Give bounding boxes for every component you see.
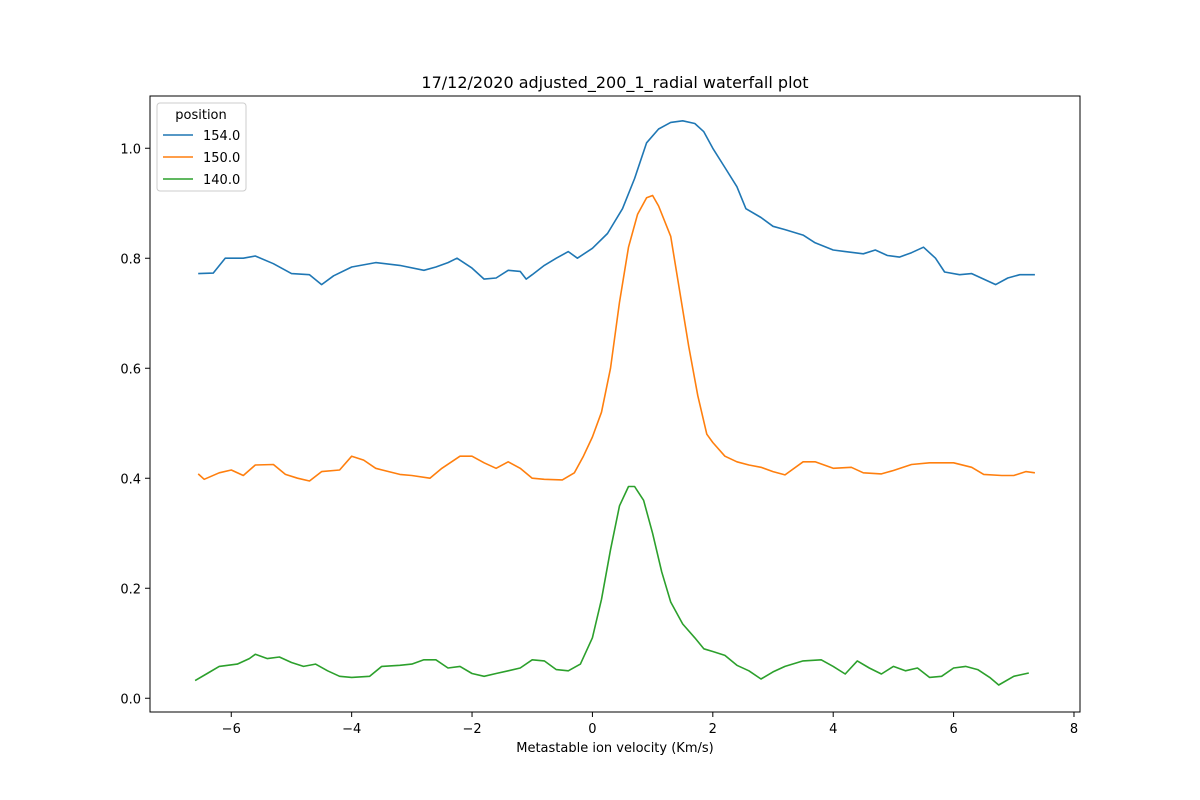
y-tick-label: 0.6 xyxy=(120,362,141,377)
x-tick-label: −4 xyxy=(342,722,361,737)
legend-label: 150.0 xyxy=(203,151,240,166)
y-tick-label: 0.2 xyxy=(120,582,141,597)
x-tick-label: 2 xyxy=(709,722,717,737)
x-tick-label: 0 xyxy=(588,722,596,737)
y-tick-label: 0.0 xyxy=(120,692,141,707)
x-tick-label: 8 xyxy=(1070,722,1078,737)
legend-label: 154.0 xyxy=(203,129,240,144)
x-axis-label: Metastable ion velocity (Km/s) xyxy=(516,741,713,756)
legend-frame xyxy=(156,102,247,192)
y-tick-label: 1.0 xyxy=(120,142,141,157)
series-layer xyxy=(194,120,1036,686)
chart-title: 17/12/2020 adjusted_200_1_radial waterfa… xyxy=(421,73,808,93)
series-line-2 xyxy=(194,485,1029,686)
x-axis: −6 −4 −2 0 2 4 6 8 xyxy=(222,712,1078,737)
y-axis: 0.0 0.2 0.4 0.6 0.8 1.0 xyxy=(120,142,150,707)
legend-entries: 154.0 150.0 140.0 xyxy=(163,129,240,188)
y-tick-label: 0.4 xyxy=(120,472,141,487)
legend: position 154.0 150.0 140.0 xyxy=(156,102,247,192)
y-tick-label: 0.8 xyxy=(120,252,141,267)
plot-area xyxy=(149,95,1081,713)
series-line-1 xyxy=(197,194,1036,482)
x-tick-label: −2 xyxy=(462,722,481,737)
x-tick-label: −6 xyxy=(222,722,241,737)
series-line-0 xyxy=(198,120,1035,286)
legend-title: position xyxy=(175,108,227,123)
legend-label: 140.0 xyxy=(203,173,240,188)
x-tick-label: 4 xyxy=(829,722,837,737)
x-tick-label: 6 xyxy=(949,722,957,737)
